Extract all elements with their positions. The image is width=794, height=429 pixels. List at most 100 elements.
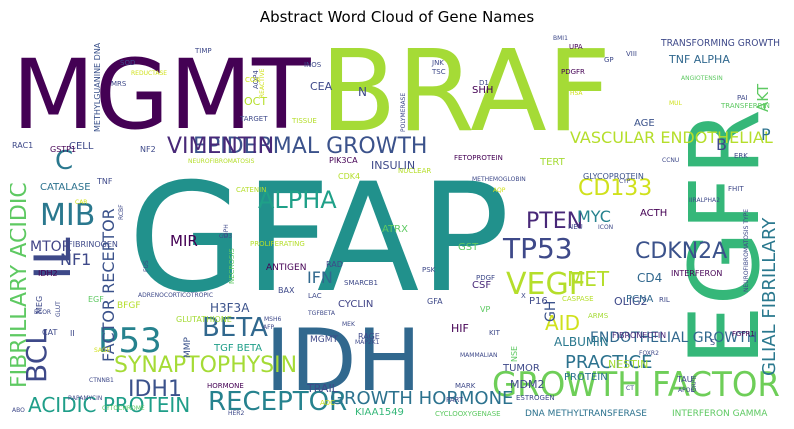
word-neu: NEU (568, 223, 583, 231)
word-reductase: REDUCTASE (131, 70, 167, 77)
word-sage: SAGE (94, 347, 111, 354)
word-fibronectin: FIBRONECTIN (612, 331, 666, 340)
word-afp: AFP (263, 324, 275, 331)
word-jnk: JNK (431, 59, 444, 67)
word-gd3: GD3 (219, 233, 232, 240)
word-angiotensin: ANGIOTENSIN (681, 75, 723, 82)
word-cd4: CD4 (637, 271, 662, 285)
word-meg: MEG (35, 296, 44, 314)
word-tert: TERT (539, 157, 566, 168)
word-timp: TIMP (194, 47, 212, 55)
word-age: AGE (634, 118, 655, 129)
word-cox: COX (245, 76, 260, 84)
word-olig2: OLIG2 (614, 295, 648, 308)
word-trail: TRAIL (306, 382, 339, 395)
chart-title: Abstract Word Cloud of Gene Names (259, 8, 535, 26)
word-car: CAR (75, 199, 87, 206)
word-b: B (716, 135, 727, 154)
word-caspase: CASPASE (562, 295, 594, 303)
word-mek: MEK (342, 321, 356, 328)
word-iiralpha2: IIRALPHA2 (689, 197, 720, 204)
word-aqp: AQP (493, 187, 506, 194)
word-aid: AID (545, 311, 580, 335)
word-tsc: TSC (431, 68, 446, 76)
word-interferon-gamma: INTERFERON GAMMA (672, 409, 768, 418)
word-kit: KIT (489, 329, 501, 337)
word-icon: ICON (598, 224, 613, 231)
word-c: C (55, 146, 73, 176)
word-mtor: MTOR (30, 239, 72, 255)
word-part: PART (446, 396, 464, 404)
word-reactive: REACTIVE (259, 68, 266, 98)
word-aqp4: AQP4 (252, 70, 260, 89)
word-epidermal-growth: EPIDERMAL GROWTH (193, 134, 427, 159)
word-mib: MIB (40, 198, 95, 233)
word-tau: TAU (676, 375, 693, 384)
word-n: N (358, 85, 367, 99)
word-glut: GLUT (55, 301, 62, 317)
word-rac1: RAC1 (12, 141, 33, 150)
word-egf: EGF (88, 295, 104, 304)
word-target: TARGET (239, 115, 268, 123)
word-ifn: IFN (307, 268, 333, 287)
word-fgfr1: FGFR1 (732, 330, 755, 338)
word-shh: SHH (472, 85, 493, 96)
word-cdk4: CDK4 (338, 172, 360, 181)
word-arms: ARMS (588, 312, 609, 320)
word-cea: CEA (310, 80, 333, 93)
word-erk: ERK (734, 152, 748, 160)
word-fus: FUS (143, 260, 150, 272)
word-abo: ABO (12, 407, 25, 414)
word-catenin: CATENIN (236, 186, 266, 194)
word-grpr: GRPR (691, 375, 698, 392)
word-pai: PAI (737, 94, 748, 102)
word-cdkn2a: CDKN2A (635, 239, 727, 264)
word-gstp1: GSTP1 (50, 145, 76, 154)
word-bax: BAX (278, 286, 295, 295)
word-nse: NSE (510, 346, 519, 362)
word-albumin: ALBUMIN (554, 335, 609, 349)
word-vascular-endothelial: VASCULAR ENDOTHELIAL (570, 128, 773, 147)
word-x: X (521, 292, 526, 300)
word-apoe: APOE (678, 387, 694, 394)
word-ctnnb1: CTNNB1 (89, 377, 114, 384)
word-p: P (761, 125, 771, 144)
word-foxr2: FOXR2 (639, 350, 659, 357)
word-hsa: HSA (570, 90, 583, 97)
word-mark: MARK (455, 382, 476, 390)
word-bmi1: BMI1 (553, 35, 568, 42)
word-atrx: ATRX (382, 224, 408, 235)
word-insulin: INSULIN (371, 159, 415, 172)
word-d1: D1 (479, 79, 489, 87)
word-endothelial-growth: ENDOTHELIAL GROWTH (590, 330, 757, 346)
word-mir: MIR (170, 232, 198, 250)
word-ct: CT (626, 385, 634, 392)
word-sod: SOD (120, 59, 135, 67)
word-acth: ACTH (640, 208, 667, 219)
word-viii: VIII (626, 50, 637, 58)
word-idh: IDH (265, 311, 421, 411)
word-gph: GPH (223, 224, 230, 237)
word-cd133: CD133 (578, 176, 652, 201)
word-hif: HIF (451, 322, 469, 335)
word-map2k1: MAP2K1 (355, 339, 380, 346)
word-akt: AKT (754, 83, 772, 112)
word-fibrillary-acidic: FIBRILLARY ACIDIC (10, 182, 32, 388)
word-pik3ca: PIK3CA (329, 156, 358, 165)
word-adrenocorticotropic: ADRENOCORTICOTROPIC (138, 292, 213, 299)
word-tnf: TNF (96, 177, 113, 186)
word-gfa: GFA (427, 297, 443, 306)
word-bcor: BCOR (34, 309, 51, 316)
word-growth-hormone: GROWTH HORMONE (330, 388, 513, 409)
word-practice: PRACTICE (565, 352, 652, 373)
word-ii: II (70, 329, 75, 338)
word-nf2: NF2 (140, 145, 156, 154)
word-neurofibromatosis-type: NEUROFIBROMATOSIS TYPE (743, 209, 750, 292)
word-bcl: BCL (20, 329, 53, 383)
word-p16: P16 (529, 296, 548, 307)
word-ccnu: CCNU (662, 157, 679, 164)
word-glial-fibrillary: GLIAL FIBRILLARY (759, 217, 780, 376)
word-upa: UPA (569, 43, 583, 51)
word-rapamycin: RAPAMYCIN (68, 395, 102, 402)
word-mammalian: MAMMALIAN (460, 352, 497, 359)
